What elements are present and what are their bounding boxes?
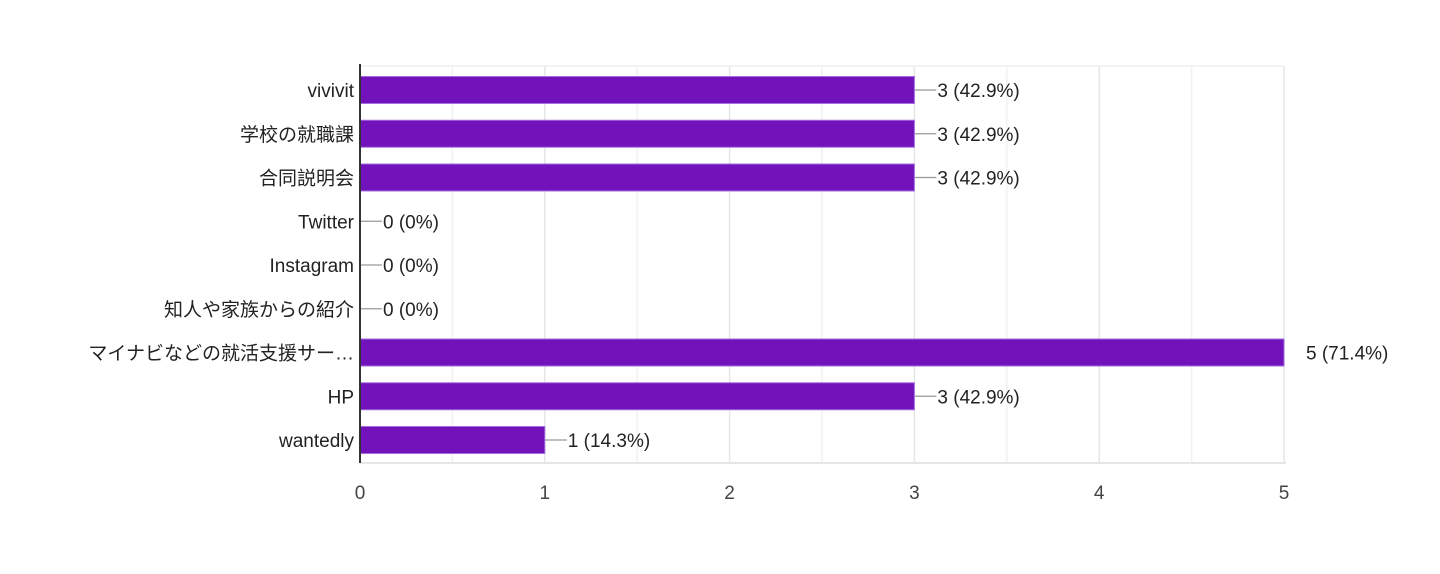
category-label: 学校の就職課 <box>240 124 354 146</box>
x-tick-label: 2 <box>724 483 735 504</box>
data-label: 3 (42.9%) <box>937 387 1019 408</box>
data-label: 5 (71.4%) <box>1306 344 1388 365</box>
data-label: 3 (42.9%) <box>937 125 1019 146</box>
data-label: 3 (42.9%) <box>937 169 1019 190</box>
bar <box>359 119 915 148</box>
x-tick-label: 0 <box>355 483 366 504</box>
data-label: 3 (42.9%) <box>937 81 1019 102</box>
bar <box>359 338 1285 367</box>
category-label: Twitter <box>298 212 355 233</box>
bar <box>359 382 915 411</box>
x-tick-label: 5 <box>1279 483 1290 504</box>
category-label: 合同説明会 <box>259 168 354 190</box>
data-label: 0 (0%) <box>383 212 439 233</box>
data-label: 1 (14.3%) <box>568 431 650 452</box>
category-label: wantedly <box>278 431 354 452</box>
data-label: 0 (0%) <box>383 256 439 277</box>
x-tick-label: 3 <box>909 483 920 504</box>
bar <box>359 426 546 454</box>
category-label: 知人や家族からの紹介 <box>164 299 354 321</box>
bar <box>359 163 915 192</box>
bar <box>359 76 915 104</box>
category-label: マイナビなどの就活支援サー… <box>88 343 354 365</box>
x-tick-label: 1 <box>540 483 551 504</box>
category-label: HP <box>328 387 354 408</box>
x-tick-label: 4 <box>1094 483 1105 504</box>
data-label: 0 (0%) <box>383 300 439 321</box>
category-label: Instagram <box>270 256 354 277</box>
category-label: vivivit <box>308 81 355 102</box>
